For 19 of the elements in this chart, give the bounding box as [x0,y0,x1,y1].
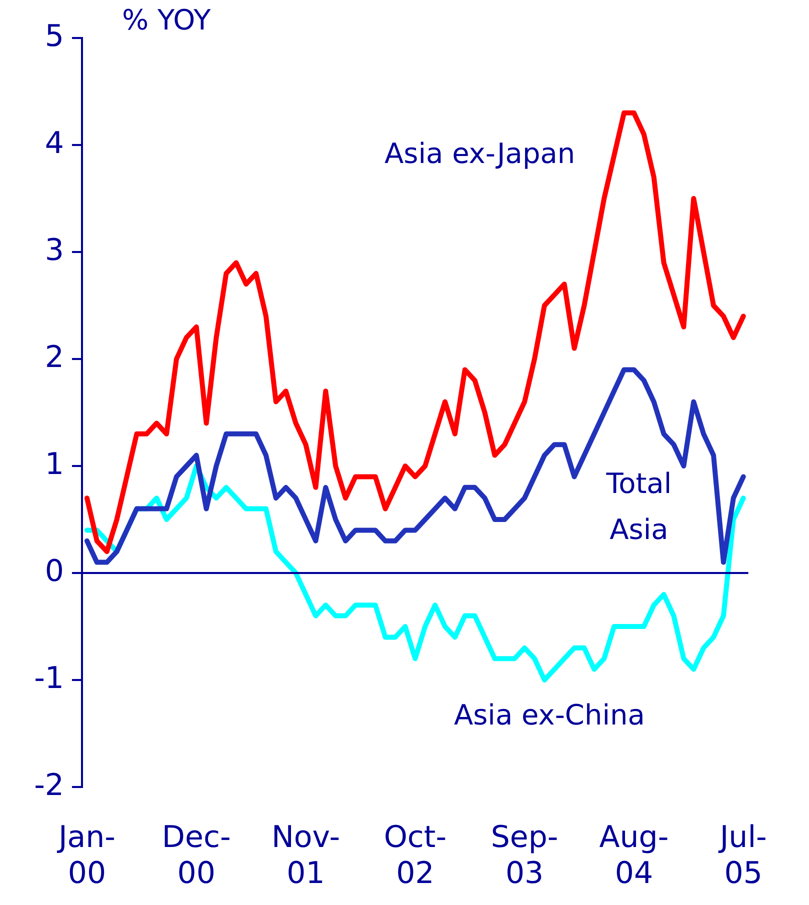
y-tick-label: 0 [44,554,64,589]
series-label: Asia ex-Japan [384,136,576,170]
y-axis-title: % YOY [122,3,212,36]
x-tick-label: Nov-01 [271,820,340,891]
y-tick-label: 1 [44,446,64,482]
y-tick-label: 4 [44,126,64,161]
y-tick-label: -2 [34,768,64,803]
y-tick-label: 3 [44,232,64,268]
x-tick-label: Aug-04 [599,820,669,891]
y-tick-label: -1 [34,660,64,696]
series-label: Asia ex-China [454,698,645,732]
x-tick-label: Dec-00 [162,820,231,891]
x-tick-label: Sep-03 [490,820,558,891]
x-tick-label: Jul-05 [718,820,767,891]
x-tick-label: Jan-00 [56,820,116,891]
y-tick-label: 2 [44,340,64,375]
series-label: Total Asia [605,467,672,546]
x-tick-label: Oct-02 [384,820,447,891]
y-tick-label: 5 [44,18,64,54]
